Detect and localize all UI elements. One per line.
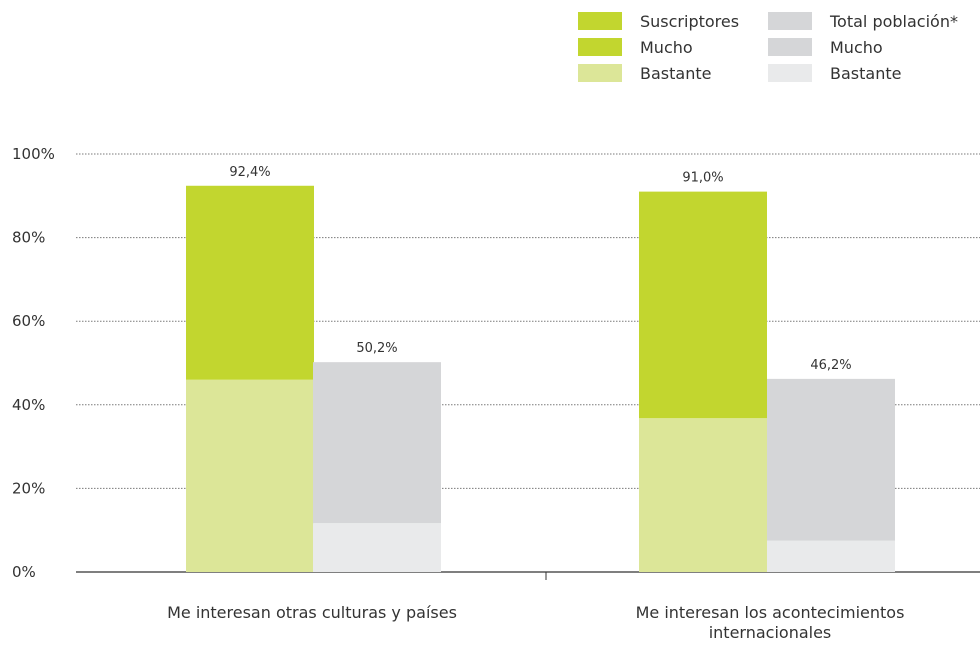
data-label: 50,2%: [356, 341, 397, 356]
bar-segment: [313, 523, 441, 572]
category-label: Me interesan los acontecimientos interna…: [635, 603, 905, 642]
legend-swatch-suscriptores: [578, 12, 622, 30]
y-tick-label: 40%: [12, 396, 45, 414]
legend-swatch-total-poblacion: [768, 12, 812, 30]
legend-label: Bastante: [640, 63, 712, 83]
legend-swatch-suscriptores-mucho: [578, 38, 622, 56]
bar-segment: [186, 185, 314, 380]
legend-item: Bastante: [578, 60, 739, 86]
legend-label: Suscriptores: [640, 11, 740, 31]
y-tick-label: 100%: [12, 145, 55, 163]
legend-swatch-total-poblacion-mucho: [768, 38, 812, 56]
bar-segment: [639, 418, 767, 572]
bar-segment: [767, 378, 895, 541]
legend-column-total-poblacion: Total población* Mucho Bastante: [768, 8, 958, 86]
y-tick-label: 80%: [12, 229, 45, 247]
legend-label: Bastante: [830, 63, 902, 83]
legend-item: Mucho: [578, 34, 739, 60]
legend-label: Mucho: [640, 37, 693, 57]
data-label: 92,4%: [229, 165, 270, 180]
legend-item: Mucho: [768, 34, 958, 60]
legend-item: Suscriptores: [578, 8, 739, 34]
y-tick-label: 60%: [12, 312, 45, 330]
legend-item: Total población*: [768, 8, 958, 34]
y-tick-label: 0%: [12, 563, 36, 581]
category-label: Me interesan otras culturas y países: [167, 603, 457, 622]
bar-segment: [639, 191, 767, 419]
y-tick-label: 20%: [12, 479, 45, 497]
legend-swatch-suscriptores-bastante: [578, 64, 622, 82]
data-label: 91,0%: [682, 171, 723, 186]
legend-swatch-total-poblacion-bastante: [768, 64, 812, 82]
legend-label: Total población*: [830, 11, 958, 31]
bar-segment: [186, 379, 314, 572]
legend-column-suscriptores: Suscriptores Mucho Bastante: [578, 8, 739, 86]
bar-segment: [767, 540, 895, 572]
legend-label: Mucho: [830, 37, 883, 57]
data-label: 46,2%: [810, 358, 851, 373]
bar-segment: [313, 362, 441, 524]
legend-item: Bastante: [768, 60, 958, 86]
